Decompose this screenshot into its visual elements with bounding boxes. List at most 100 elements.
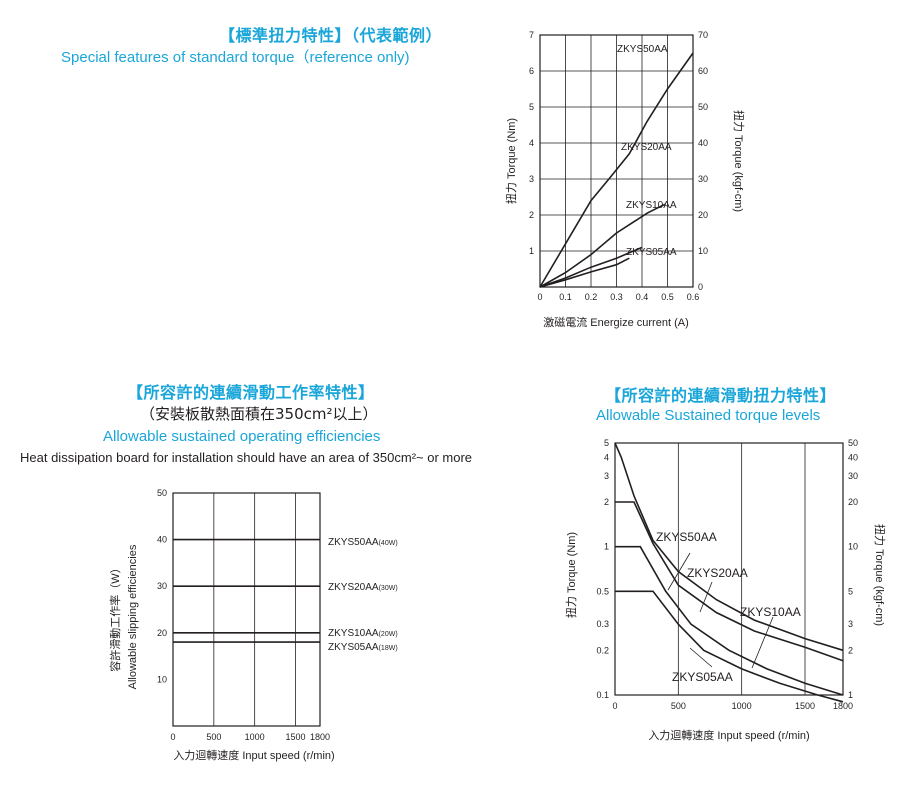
c2-series-label: ZKYS10AA(20W): [328, 628, 398, 639]
c1-label-zkys20aa: ZKYS20AA: [621, 142, 672, 153]
c1-ytick-label: 4: [529, 138, 534, 148]
c2-series-label: ZKYS50AA(40W): [328, 537, 398, 548]
c3-leader-line: [689, 647, 713, 668]
c3-xtick-label: 1500: [795, 701, 815, 711]
c2-ytick-label: 30: [157, 581, 167, 591]
c3-ytick-label: 4: [604, 452, 609, 462]
c2-xtick-label: 1800: [310, 732, 330, 742]
chart2-title-cn: 【所容許的連續滑動工作率特性】: [127, 383, 375, 402]
c1-plot-frame: [539, 34, 694, 288]
c2-series-watt: (20W): [379, 631, 398, 638]
c3-ytick-right-label: 20: [848, 497, 858, 507]
chart1-title-en: Special features of standard torque（refe…: [61, 49, 410, 66]
c1-series-line: [539, 257, 630, 288]
c3-ytick-right-label: 40: [848, 452, 858, 462]
c2-series-watt: (30W): [379, 585, 398, 592]
c3-ytick-right-label: 2: [848, 645, 853, 655]
c3-ytick-right-label: 1: [848, 690, 853, 700]
c1-xaxis-label: 激磁電流 Energize current (A): [543, 315, 688, 329]
c3-ytick-right-label: 3: [848, 619, 853, 629]
c3-xtick-label: 500: [671, 701, 686, 711]
c2-yaxis-label-en: Allowable slipping efficiencies: [127, 544, 139, 689]
c3-ytick-label: 5: [604, 438, 609, 448]
c3-ytick-label: 0.2: [596, 645, 609, 655]
c3-leader-line: [699, 581, 713, 613]
c3-label-zkys05aa: ZKYS05AA: [672, 670, 733, 684]
c2-ytick-label: 40: [157, 535, 167, 545]
c1-ytick-right-label: 70: [698, 30, 708, 40]
c3-yaxis-label: 扭力 Torque (Nm): [564, 532, 578, 618]
c2-xtick-label: 1500: [285, 732, 305, 742]
c2-xtick-label: 1000: [245, 732, 265, 742]
c1-series-line: [539, 52, 694, 288]
c1-xtick-label: 0.3: [610, 292, 623, 302]
c1-ytick-right-label: 50: [698, 102, 708, 112]
c2-xtick-label: 500: [206, 732, 221, 742]
c1-xtick-label: 0.1: [559, 292, 572, 302]
c3-ytick-label: 3: [604, 471, 609, 481]
c2-ytick-label: 10: [157, 674, 167, 684]
c2-xaxis-label: 入力迴轉速度 Input speed (r/min): [173, 748, 334, 762]
c1-yaxis-label: 扭力 Torque (Nm): [504, 118, 518, 204]
c1-ytick-right-label: 20: [698, 210, 708, 220]
c1-xtick-label: 0.4: [636, 292, 649, 302]
c1-ytick-label: 7: [529, 30, 534, 40]
c3-ytick-right-label: 50: [848, 438, 858, 448]
c1-ytick-label: 1: [529, 246, 534, 256]
c2-xtick-label: 0: [170, 732, 175, 742]
c2-series-label: ZKYS05AA(18W): [328, 642, 398, 653]
c3-ytick-right-label: 30: [848, 471, 858, 481]
c3-leader-line: [751, 616, 774, 669]
c3-ytick-label: 2: [604, 497, 609, 507]
c1-ytick-right-label: 10: [698, 246, 708, 256]
c3-xtick-label: 1800: [833, 701, 853, 711]
c1-xtick-label: 0.6: [687, 292, 700, 302]
c2-ytick-label: 20: [157, 628, 167, 638]
c3-ytick-right-label: 10: [848, 542, 858, 552]
c1-yaxis-right-label: 扭力 Torque (kgf-cm): [732, 110, 746, 212]
c1-ytick-right-label: 30: [698, 174, 708, 184]
c2-series-watt: (40W): [379, 540, 398, 547]
c1-ytick-right-label: 40: [698, 138, 708, 148]
c3-xtick-label: 0: [612, 701, 617, 711]
c3-ytick-label: 0.3: [596, 619, 609, 629]
chart3-title-en: Allowable Sustained torque levels: [596, 407, 821, 424]
c3-label-zkys10aa: ZKYS10AA: [740, 605, 801, 619]
c3-label-zkys50aa: ZKYS50AA: [656, 530, 717, 544]
c3-series-line: [615, 590, 844, 703]
c1-xtick-label: 0.5: [661, 292, 674, 302]
c2-yaxis-label-cn: 容許滑動工作率（W）: [108, 562, 122, 671]
chart2-subtitle-cn: （安裝板散熱面積在350cm²以上）: [140, 405, 378, 423]
c3-ytick-right-label: 5: [848, 586, 853, 596]
c3-xaxis-label: 入力迴轉速度 Input speed (r/min): [648, 728, 809, 742]
chart2-note: Heat dissipation board for installation …: [20, 450, 473, 465]
c1-ytick-right-label: 0: [698, 282, 703, 292]
chart2-title-en: Allowable sustained operating efficienci…: [103, 428, 381, 445]
c3-ytick-label: 1: [604, 542, 609, 552]
c3-series-line: [614, 442, 844, 652]
c1-xtick-label: 0: [537, 292, 542, 302]
c3-leader-line: [667, 552, 691, 591]
c1-series-line: [539, 203, 666, 288]
c1-ytick-right-label: 60: [698, 66, 708, 76]
c2-plot-frame: [172, 492, 321, 727]
c2-ytick-label: 50: [157, 488, 167, 498]
chart3-title-cn: 【所容許的連續滑動扭力特性】: [605, 386, 837, 405]
c3-yaxis-right-label: 扭力 Torque (kgf-cm): [873, 524, 887, 626]
c3-ytick-label: 0.1: [596, 690, 609, 700]
c3-plot-frame: [614, 442, 844, 696]
c1-ytick-label: 3: [529, 174, 534, 184]
c1-xtick-label: 0.2: [585, 292, 598, 302]
c1-label-zkys05aa: ZKYS05AA: [626, 247, 677, 258]
c1-ytick-label: 5: [529, 102, 534, 112]
c1-ytick-label: 6: [529, 66, 534, 76]
chart1-title-cn: 【標準扭力特性】（代表範例）: [219, 26, 443, 45]
c1-label-zkys10aa: ZKYS10AA: [626, 200, 677, 211]
c2-series-label: ZKYS20AA(30W): [328, 582, 398, 593]
c3-ytick-label: 0.5: [596, 586, 609, 596]
c3-xtick-label: 1000: [732, 701, 752, 711]
c1-series-line: [539, 246, 643, 288]
c3-series-line: [615, 501, 844, 662]
c2-series-watt: (18W): [379, 645, 398, 652]
